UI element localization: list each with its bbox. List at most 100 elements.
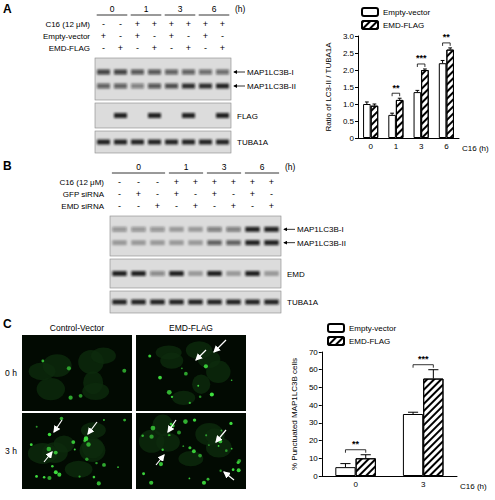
svg-text:-: - [156, 177, 159, 187]
svg-text:TUBA1A: TUBA1A [287, 298, 319, 307]
svg-text:+: + [231, 201, 236, 211]
svg-text:+: + [169, 19, 174, 29]
svg-text:1.0: 1.0 [343, 100, 355, 109]
svg-text:***: *** [416, 53, 427, 63]
svg-text:30: 30 [309, 418, 318, 427]
svg-text:-: - [232, 189, 235, 199]
svg-text:Empty-vector: Empty-vector [383, 8, 430, 17]
svg-text:1: 1 [144, 4, 149, 14]
svg-text:-: - [175, 201, 178, 211]
svg-text:TUBA1A: TUBA1A [237, 138, 269, 147]
svg-text:+: + [118, 43, 123, 53]
svg-text:-: - [194, 189, 197, 199]
svg-text:+: + [231, 177, 236, 187]
svg-text:C16 (12 μM): C16 (12 μM) [59, 178, 104, 187]
svg-text:Empty-vector: Empty-vector [349, 324, 396, 333]
svg-text:1: 1 [394, 142, 399, 151]
svg-text:+: + [212, 189, 217, 199]
svg-text:1: 1 [184, 162, 189, 172]
svg-text:40: 40 [309, 401, 318, 410]
svg-text:0: 0 [110, 4, 115, 14]
svg-text:0.5: 0.5 [343, 117, 355, 126]
svg-text:-: - [136, 43, 139, 53]
svg-text:-: - [118, 189, 121, 199]
svg-text:+: + [174, 177, 179, 187]
svg-text:2.5: 2.5 [343, 49, 355, 58]
svg-text:+: + [174, 189, 179, 199]
svg-text:3: 3 [222, 162, 227, 172]
svg-text:+: + [212, 177, 217, 187]
svg-text:EMD: EMD [287, 270, 305, 279]
svg-text:-: - [119, 31, 122, 41]
svg-text:-: - [119, 19, 122, 29]
svg-text:+: + [155, 201, 160, 211]
svg-text:+: + [152, 19, 157, 29]
svg-text:***: *** [418, 354, 429, 364]
svg-text:0: 0 [353, 480, 358, 489]
svg-text:C: C [3, 317, 12, 331]
svg-text:3: 3 [178, 4, 183, 14]
svg-text:+: + [193, 201, 198, 211]
svg-text:+: + [186, 43, 191, 53]
svg-text:0: 0 [368, 142, 373, 151]
svg-text:EMD-FLAG: EMD-FLAG [49, 44, 90, 53]
svg-text:6: 6 [444, 142, 449, 151]
svg-text:0: 0 [350, 134, 355, 143]
svg-text:-: - [153, 31, 156, 41]
svg-text:-: - [221, 31, 224, 41]
svg-text:6: 6 [212, 4, 217, 14]
svg-text:3: 3 [419, 142, 424, 151]
svg-text:+: + [269, 177, 274, 187]
svg-text:Ratio of LC3-II / TUBA1A: Ratio of LC3-II / TUBA1A [324, 42, 333, 132]
svg-text:-: - [187, 31, 190, 41]
svg-text:Control-Vector: Control-Vector [50, 323, 104, 333]
svg-text:C16 (12 μM): C16 (12 μM) [45, 20, 90, 29]
svg-text:Empty-vector: Empty-vector [43, 32, 90, 41]
svg-text:**: ** [392, 83, 400, 93]
svg-text:-: - [102, 43, 105, 53]
svg-text:0: 0 [313, 472, 318, 481]
svg-text:EMD-FLAG: EMD-FLAG [383, 21, 424, 30]
svg-text:+: + [169, 31, 174, 41]
svg-text:-: - [137, 201, 140, 211]
svg-text:EMD-FLAG: EMD-FLAG [169, 323, 213, 333]
svg-text:3: 3 [421, 480, 426, 489]
svg-text:+: + [203, 31, 208, 41]
svg-text:-: - [204, 43, 207, 53]
svg-text:-: - [251, 201, 254, 211]
svg-text:10: 10 [309, 454, 318, 463]
svg-text:(h): (h) [235, 4, 246, 14]
svg-text:0 h: 0 h [5, 368, 17, 378]
svg-text:MAP1LC3B-II: MAP1LC3B-II [247, 82, 296, 91]
svg-text:+: + [152, 43, 157, 53]
svg-text:-: - [213, 201, 216, 211]
svg-text:+: + [269, 201, 274, 211]
svg-text:20: 20 [309, 436, 318, 445]
svg-text:70: 70 [309, 348, 318, 357]
svg-text:+: + [101, 31, 106, 41]
svg-text:+: + [135, 31, 140, 41]
svg-text:C16 (h): C16 (h) [460, 482, 487, 491]
svg-text:+: + [220, 43, 225, 53]
svg-text:A: A [3, 2, 12, 16]
svg-text:C16 (h): C16 (h) [462, 144, 489, 153]
svg-text:EMD-FLAG: EMD-FLAG [349, 337, 390, 346]
svg-text:60: 60 [309, 365, 318, 374]
svg-text:3.0: 3.0 [343, 32, 355, 41]
svg-text:-: - [118, 201, 121, 211]
svg-text:+: + [250, 177, 255, 187]
svg-text:FLAG: FLAG [237, 112, 258, 121]
svg-text:MAP1LC3B-II: MAP1LC3B-II [297, 239, 346, 248]
svg-text:1.5: 1.5 [343, 83, 355, 92]
svg-text:2.0: 2.0 [343, 66, 355, 75]
svg-text:50: 50 [309, 383, 318, 392]
svg-text:B: B [3, 159, 12, 173]
svg-text:6: 6 [260, 162, 265, 172]
svg-text:+: + [193, 177, 198, 187]
svg-text:MAP1LC3B-I: MAP1LC3B-I [247, 68, 294, 77]
svg-text:(h): (h) [285, 162, 296, 172]
svg-text:**: ** [443, 32, 451, 42]
svg-text:+: + [250, 189, 255, 199]
svg-text:+: + [220, 19, 225, 29]
svg-text:-: - [118, 177, 121, 187]
